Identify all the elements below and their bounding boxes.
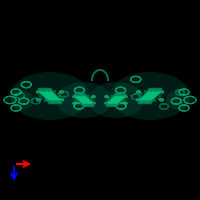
Ellipse shape bbox=[110, 72, 190, 120]
Ellipse shape bbox=[166, 90, 194, 110]
Ellipse shape bbox=[56, 82, 112, 118]
Ellipse shape bbox=[6, 90, 34, 110]
Ellipse shape bbox=[10, 72, 90, 120]
Ellipse shape bbox=[88, 82, 144, 118]
